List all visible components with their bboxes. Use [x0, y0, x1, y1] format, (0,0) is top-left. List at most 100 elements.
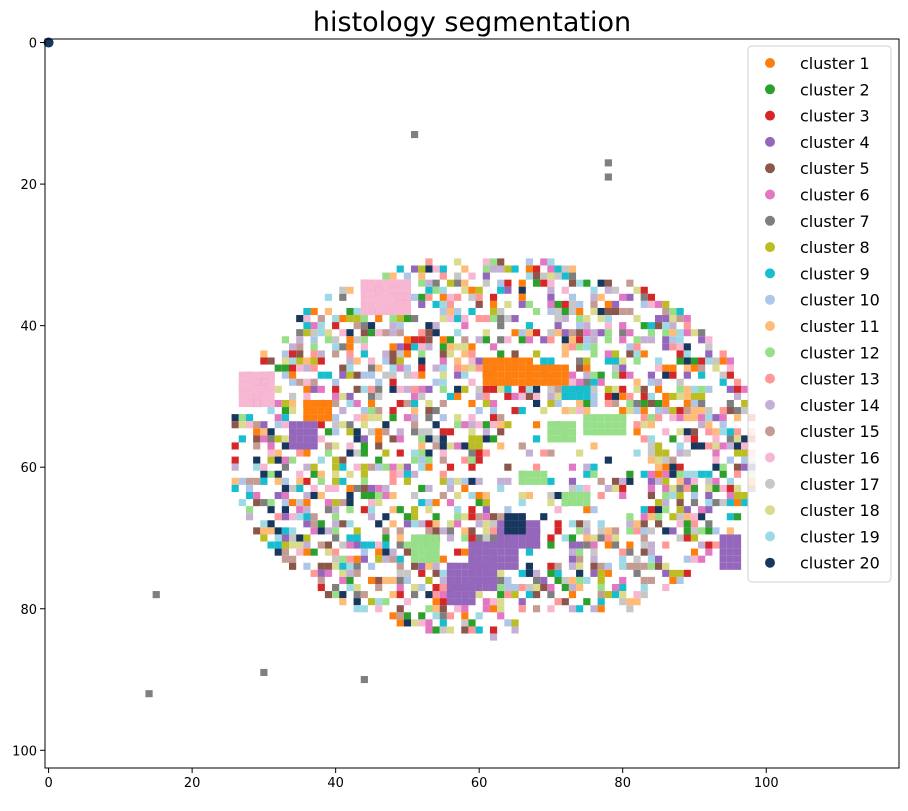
pixel-cluster-6 — [425, 626, 433, 634]
pixel-cluster-12 — [332, 513, 340, 521]
pixel-cluster-6 — [274, 414, 282, 422]
pixel-cluster-16 — [454, 605, 462, 613]
pixel-cluster-20 — [260, 470, 268, 478]
pixel-cluster-4 — [468, 541, 476, 549]
pixel-cluster-20 — [597, 307, 605, 316]
pixel-cluster-20 — [367, 322, 376, 330]
pixel-cluster-9 — [267, 541, 275, 549]
pixel-cluster-2 — [518, 336, 526, 344]
pixel-cluster-12 — [554, 421, 562, 429]
pixel-cluster-16 — [446, 293, 455, 301]
pixel-cluster-6 — [547, 583, 555, 592]
pixel-cluster-14 — [303, 491, 311, 500]
pixel-cluster-2 — [655, 399, 663, 408]
pixel-cluster-16 — [547, 279, 555, 287]
pixel-cluster-4 — [533, 527, 541, 535]
pixel-cluster-7 — [339, 343, 347, 351]
pixel-cluster-13 — [597, 491, 605, 500]
pixel-cluster-11 — [482, 491, 490, 500]
pixel-cluster-12 — [418, 435, 426, 443]
pixel-cluster-16 — [676, 343, 684, 351]
pixel-cluster-4 — [461, 598, 469, 606]
pixel-cluster-19 — [346, 364, 354, 372]
pixel-cluster-8 — [382, 449, 390, 457]
pixel-cluster-2 — [640, 322, 648, 330]
pixel-cluster-14 — [561, 315, 569, 323]
pixel-cluster-2 — [533, 279, 541, 287]
pixel-cluster-12 — [267, 470, 275, 478]
pixel-cluster-14 — [590, 605, 598, 613]
pixel-cluster-16 — [238, 378, 246, 386]
pixel-cluster-4 — [497, 548, 505, 556]
pixel-cluster-2 — [568, 534, 577, 542]
pixel-cluster-4 — [468, 591, 476, 599]
pixel-cluster-4 — [454, 562, 462, 570]
pixel-cluster-20 — [274, 548, 282, 556]
pixel-cluster-2 — [281, 407, 289, 415]
pixel-cluster-10 — [238, 477, 246, 485]
pixel-cluster-15 — [382, 428, 390, 436]
pixel-cluster-18 — [461, 343, 469, 351]
pixel-cluster-1 — [497, 378, 505, 386]
pixel-cluster-17 — [705, 343, 713, 351]
pixel-cluster-7 — [633, 569, 641, 577]
pixel-cluster-16 — [245, 399, 254, 408]
pixel-cluster-1 — [504, 371, 512, 379]
pixel-cluster-7 — [640, 293, 648, 301]
pixel-cluster-13 — [683, 484, 691, 492]
pixel-cluster-9 — [403, 470, 411, 478]
pixel-cluster-20 — [403, 619, 411, 627]
pixel-cluster-20 — [504, 520, 512, 528]
pixel-cluster-17 — [332, 336, 340, 344]
pixel-cluster-8 — [511, 591, 519, 599]
pixel-cluster-14 — [504, 477, 512, 485]
pixel-cluster-17 — [353, 449, 361, 457]
pixel-cluster-8 — [303, 534, 311, 542]
pixel-cluster-10 — [547, 307, 555, 316]
pixel-cluster-4 — [533, 520, 541, 528]
pixel-cluster-16 — [360, 343, 368, 351]
pixel-cluster-18 — [576, 562, 584, 570]
pixel-cluster-15 — [497, 414, 505, 422]
pixel-cluster-20 — [611, 392, 620, 400]
pixel-cluster-12 — [418, 449, 426, 457]
pixel-cluster-6 — [439, 591, 447, 599]
pixel-cluster-1 — [690, 548, 699, 556]
pixel-cluster-20 — [733, 442, 742, 450]
pixel-cluster-9 — [497, 286, 505, 294]
pixel-cluster-2 — [418, 484, 426, 492]
pixel-cluster-15 — [296, 343, 304, 351]
pixel-cluster-9 — [583, 470, 591, 478]
x-tick-label: 0 — [44, 776, 52, 791]
pixel-cluster-11 — [346, 286, 354, 294]
pixel-cluster-1 — [403, 350, 411, 358]
pixel-cluster-1 — [353, 555, 361, 563]
pixel-cluster-9 — [339, 562, 347, 570]
pixel-cluster-2 — [403, 315, 411, 323]
pixel-cluster-8 — [346, 371, 354, 379]
pixel-cluster-17 — [525, 583, 533, 592]
pixel-cluster-18 — [733, 435, 742, 443]
pixel-cluster-17 — [683, 449, 691, 457]
pixel-cluster-14 — [332, 520, 340, 528]
legend-label-15: cluster 15 — [800, 422, 880, 441]
pixel-cluster-18 — [533, 583, 541, 592]
pixel-cluster-10 — [245, 484, 254, 492]
pixel-cluster-16 — [669, 414, 677, 422]
pixel-cluster-3 — [489, 414, 498, 422]
pixel-cluster-2 — [367, 491, 376, 500]
pixel-cluster-19 — [676, 336, 684, 344]
pixel-cluster-20 — [454, 385, 462, 393]
pixel-cluster-19 — [604, 315, 612, 323]
pixel-cluster-16 — [396, 300, 404, 308]
pixel-cluster-12 — [533, 470, 541, 478]
pixel-cluster-5 — [296, 350, 304, 358]
pixel-cluster-8 — [281, 399, 289, 408]
pixel-cluster-4 — [303, 428, 311, 436]
pixel-cluster-10 — [583, 336, 591, 344]
pixel-cluster-3 — [432, 583, 440, 592]
pixel-cluster-14 — [698, 541, 706, 549]
pixel-cluster-14 — [525, 449, 533, 457]
pixel-cluster-4 — [726, 534, 734, 542]
pixel-cluster-3 — [733, 385, 742, 393]
